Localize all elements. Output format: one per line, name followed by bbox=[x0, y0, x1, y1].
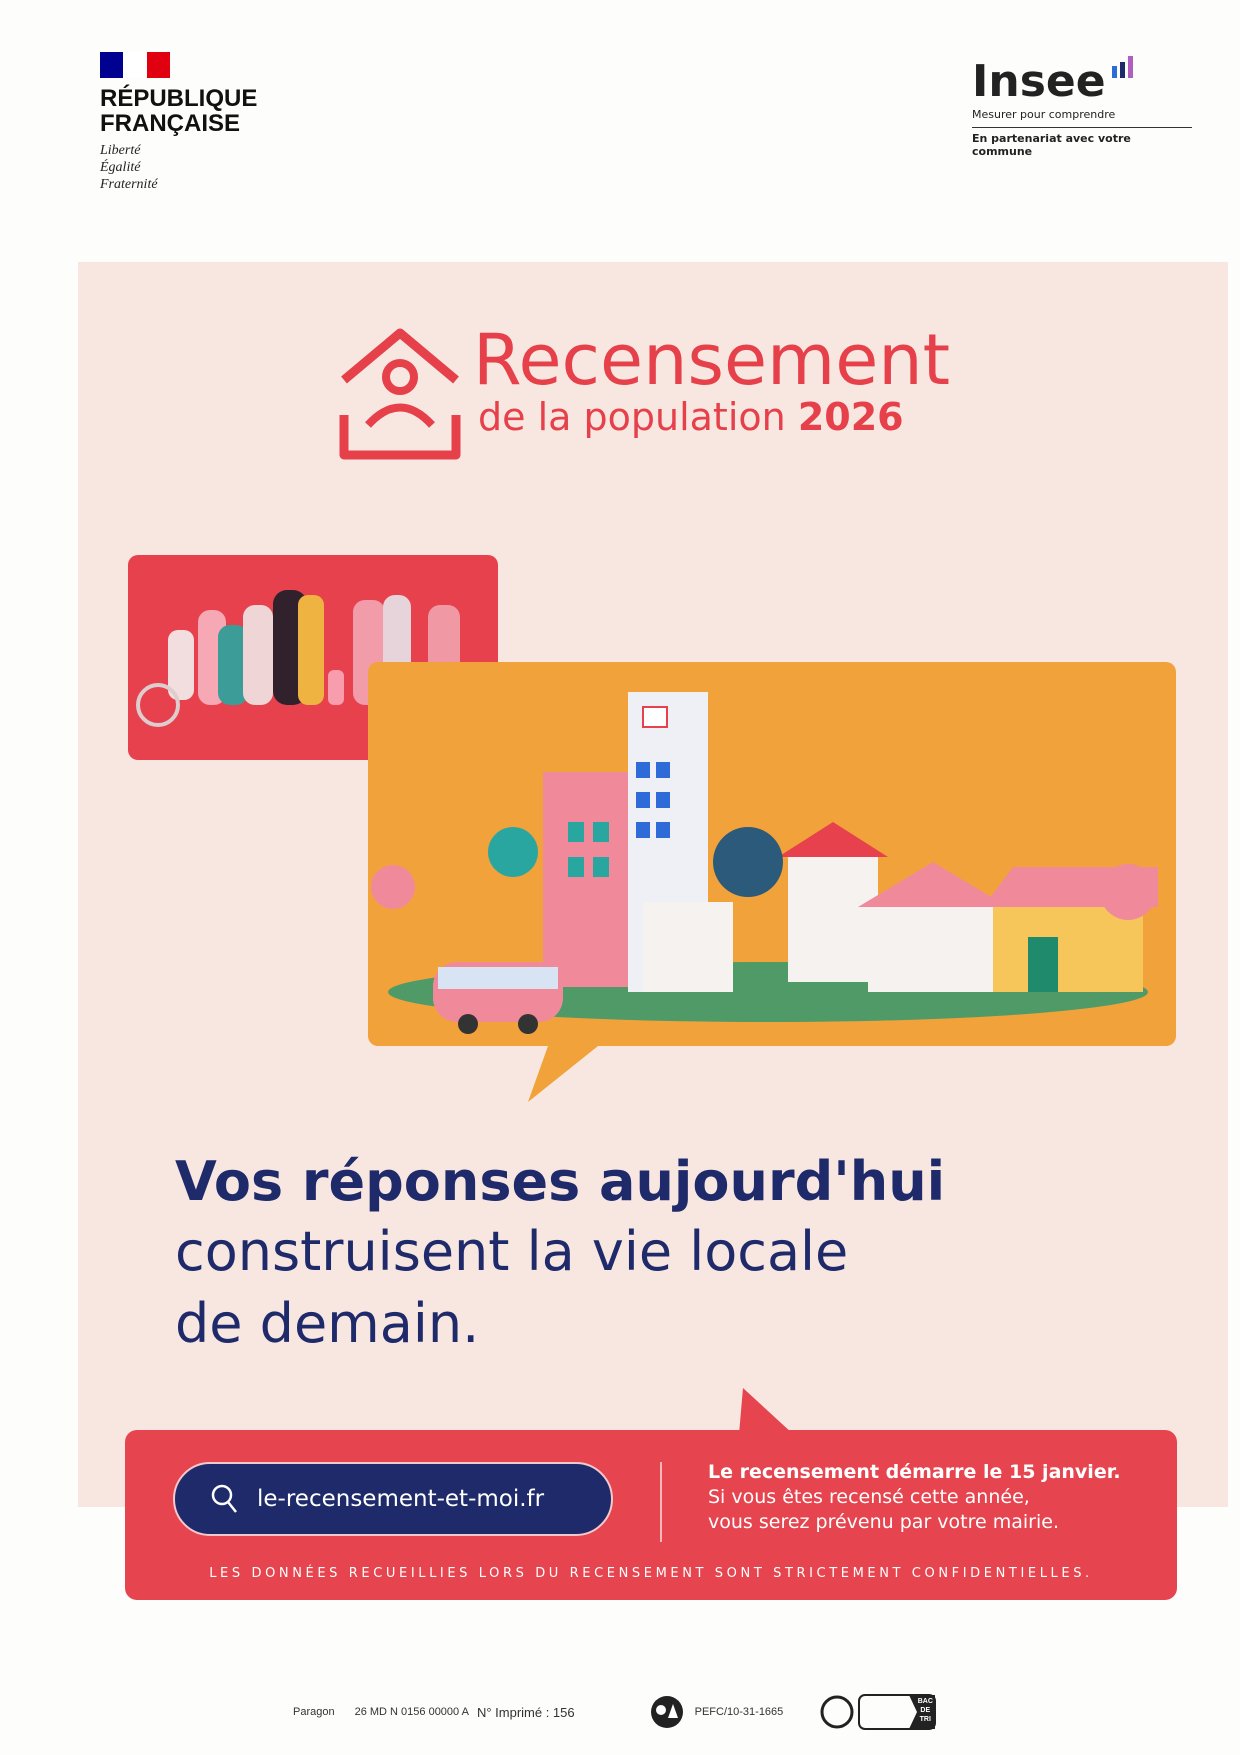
divider bbox=[660, 1462, 662, 1542]
info-banner: le-recensement-et-moi.fr Le recensement … bbox=[125, 1430, 1177, 1600]
triman-bin-label: BAC DE TRI bbox=[917, 1698, 933, 1723]
search-icon bbox=[211, 1484, 237, 1513]
headline: Vos réponses aujourd'hui construisent la… bbox=[175, 1148, 945, 1360]
confidentiality-notice: LES DONNÉES RECUEILLIES LORS DU RECENSEM… bbox=[209, 1566, 1093, 1581]
banner-pointer bbox=[739, 1388, 793, 1434]
start-date-text: Le recensement démarre le 15 janvier. bbox=[708, 1461, 1121, 1483]
divider bbox=[972, 127, 1192, 128]
pefc-code: PEFC/10-31-1665 bbox=[694, 1706, 784, 1718]
print-number: N° Imprimé : 156 bbox=[476, 1704, 575, 1720]
headline-line2: construisent la vie locale bbox=[175, 1220, 849, 1283]
pefc-icon bbox=[650, 1696, 683, 1728]
website-link-button[interactable]: le-recensement-et-moi.fr bbox=[173, 1462, 613, 1536]
motto-egalite: Égalité bbox=[100, 160, 141, 175]
info-line3: vous serez prévenu par votre mairie. bbox=[708, 1511, 1059, 1533]
republique-francaise-logo: RÉPUBLIQUE FRANÇAISE Liberté Égalité Frat… bbox=[100, 52, 257, 193]
rf-name-line1: RÉPUBLIQUE bbox=[100, 85, 258, 112]
print-reference: 26 MD N 0156 00000 A bbox=[354, 1706, 469, 1718]
rf-motto: Liberté Égalité Fraternité bbox=[100, 142, 257, 193]
start-info: Le recensement démarre le 15 janvier. Si… bbox=[708, 1460, 1121, 1535]
town-illustration bbox=[371, 692, 1158, 1102]
headline-line3: de demain. bbox=[175, 1292, 480, 1355]
title-recensement: Recensement bbox=[473, 319, 951, 401]
print-footer: Paragon 26 MD N 0156 00000 A N° Imprimé … bbox=[293, 1692, 939, 1732]
insee-logo: Insee Mesurer pour comprendre En partena… bbox=[972, 56, 1192, 158]
website-url: le-recensement-et-moi.fr bbox=[257, 1486, 545, 1512]
insee-wordmark: Insee bbox=[972, 56, 1106, 107]
house-person-icon bbox=[339, 328, 461, 460]
motto-liberte: Liberté bbox=[100, 143, 141, 158]
insee-tagline: Mesurer pour comprendre bbox=[972, 108, 1116, 121]
marianne-flag-icon bbox=[100, 52, 170, 78]
title-year: 2026 bbox=[797, 395, 904, 439]
headline-bold: Vos réponses aujourd'hui bbox=[175, 1150, 946, 1213]
insee-bars-icon bbox=[1111, 56, 1133, 78]
people-illustration bbox=[136, 590, 460, 795]
printer-name: Paragon bbox=[293, 1706, 335, 1718]
motto-fraternite: Fraternité bbox=[100, 177, 158, 192]
rf-name-line2: FRANÇAISE bbox=[100, 110, 241, 137]
campaign-title: Recensement de la population 2026 bbox=[338, 325, 950, 439]
triman-recycling-logo: BAC DE TRI bbox=[819, 1692, 939, 1732]
info-line2: Si vous êtes recensé cette année, bbox=[708, 1486, 1030, 1508]
triman-recycling-icon bbox=[820, 1694, 937, 1730]
town-illustration-bubble bbox=[368, 662, 1176, 1102]
insee-partnership: En partenariat avec votre commune bbox=[972, 132, 1131, 158]
title-subtitle: de la population bbox=[478, 395, 786, 439]
